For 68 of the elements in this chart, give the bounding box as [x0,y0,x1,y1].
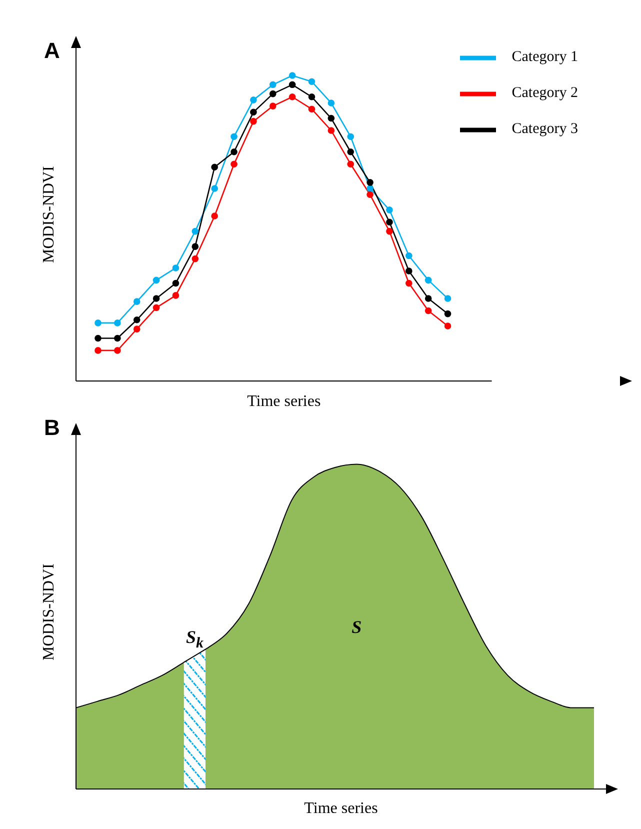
point [308,78,316,86]
legend-label: Category 2 [512,85,578,102]
point [152,295,160,302]
point [347,160,354,168]
point [172,264,180,272]
chart-title: A [44,38,60,64]
point [269,81,276,88]
point [192,228,199,235]
point [424,307,432,314]
point [211,212,218,220]
point [328,114,335,122]
x-axis-title: Time series [304,800,378,817]
point [386,218,393,226]
point [172,292,180,299]
point [114,347,121,354]
point [424,295,432,302]
point [386,206,393,214]
annotation: S [352,616,362,638]
y-axis-title: MODIS-NDVI [40,564,58,660]
legend-label: Category 3 [512,121,578,138]
point [386,228,393,235]
point [308,93,316,100]
point [366,179,374,186]
point [444,322,452,330]
point [114,320,121,326]
point [444,295,452,302]
point [211,164,218,171]
point [94,320,102,326]
point [211,185,218,192]
point [192,243,199,250]
point [152,276,160,284]
point [308,106,316,112]
point [366,185,374,192]
point [250,118,257,125]
point [133,298,140,305]
point [347,133,354,140]
y-axis-title: MODIS-NDVI [40,166,58,263]
point [250,108,257,116]
point [152,304,160,312]
point [133,326,140,332]
point [114,334,121,342]
point [406,280,412,287]
point [424,276,432,284]
point [133,316,140,324]
annotation: S$_{k}$ [186,627,204,653]
point [230,160,238,168]
point [347,148,354,156]
point [444,310,452,318]
point [230,133,238,140]
point [192,255,199,262]
point [288,81,296,88]
chart-title: B [44,415,60,441]
x-axis-title: Time series [247,393,321,410]
legend-label: Category 1 [512,49,578,66]
point [328,127,335,134]
point [230,148,238,156]
point [406,252,412,260]
point [288,72,296,79]
point [269,90,276,98]
point [406,268,412,274]
point [328,100,335,106]
point [366,191,374,198]
point [250,96,257,104]
point [94,334,102,342]
point [269,102,276,110]
point [288,93,296,100]
point [94,347,102,354]
point [172,280,180,287]
